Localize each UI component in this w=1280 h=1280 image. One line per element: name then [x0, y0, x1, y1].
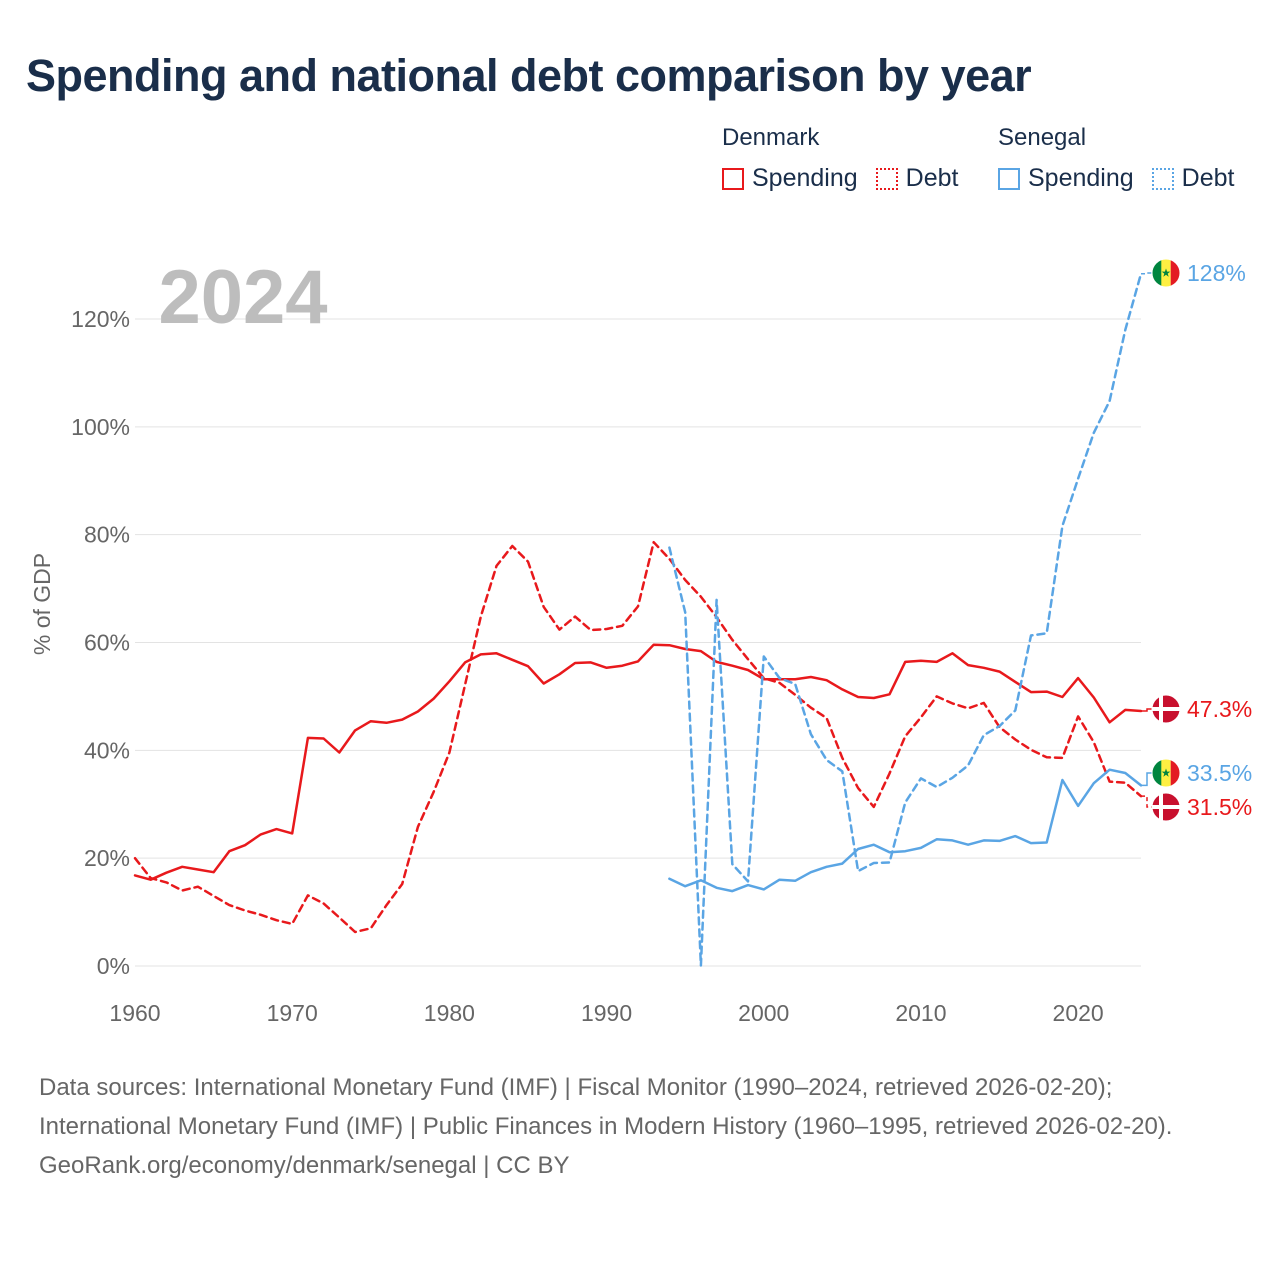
end-value-label: 31.5%	[1187, 794, 1252, 820]
credit-link[interactable]: GeoRank.org/economy/denmark/senegal | CC…	[39, 1152, 570, 1179]
end-labels: 47.3% 31.5% 33.5% 128%	[1141, 258, 1252, 822]
line-chart: 2024 0% 20% 40% 60% 80% 100% 120% 1960 1970 1980…	[29, 255, 1252, 1026]
legend-swatch-dotted	[875, 167, 898, 190]
senegal-flag-icon	[1151, 758, 1181, 788]
legend-country-denmark: Denmark	[722, 124, 820, 151]
end-connector	[1141, 772, 1152, 787]
y-tick-label: 100%	[71, 414, 130, 440]
legend-senegal: Senegal Spending Debt	[998, 124, 1252, 193]
legend-swatch-dotted	[1151, 167, 1174, 190]
legend-label: Spending	[752, 164, 858, 192]
x-tick-label: 1960	[109, 1000, 160, 1026]
footer: Data sources: International Monetary Fun…	[39, 1068, 1239, 1185]
legend-senegal-debt[interactable]: Debt	[1151, 164, 1235, 193]
end-value-label: 47.3%	[1187, 696, 1252, 722]
x-tick-label: 2000	[738, 1000, 789, 1026]
y-tick-label: 80%	[84, 522, 130, 548]
x-tick-label: 1990	[581, 1000, 632, 1026]
series-line-denmark-spending[interactable]	[133, 643, 1143, 881]
page-title: Spending and national debt comparison by…	[26, 50, 1032, 101]
legend-denmark-spending[interactable]: Spending	[722, 164, 858, 193]
legend-denmark: Denmark Spending Debt	[722, 124, 976, 193]
legend-swatch-solid	[998, 167, 1020, 190]
x-axis: 1960 1970 1980 1990 2000 2010 2020	[109, 1000, 1103, 1026]
y-tick-label: 60%	[84, 630, 130, 656]
legend-swatch-solid	[722, 167, 744, 190]
end-value-label: 33.5%	[1187, 760, 1252, 786]
end-connector	[1141, 795, 1152, 808]
denmark-flag-icon	[1151, 792, 1181, 822]
series-line-senegal-spending[interactable]	[668, 768, 1143, 893]
x-tick-label: 1970	[267, 1000, 318, 1026]
grid-lines	[135, 318, 1141, 967]
legend-label: Debt	[1181, 164, 1235, 192]
legend-senegal-spending[interactable]: Spending	[998, 164, 1134, 193]
end-connector	[1141, 708, 1152, 712]
y-tick-label: 20%	[84, 845, 130, 871]
legend-label: Debt	[905, 164, 959, 192]
end-connector	[1141, 272, 1152, 275]
series-line-senegal-debt[interactable]	[668, 272, 1143, 967]
x-tick-label: 2020	[1053, 1000, 1104, 1026]
year-watermark: 2024	[158, 255, 327, 340]
legend-denmark-debt[interactable]: Debt	[875, 164, 959, 193]
denmark-flag-icon	[1151, 694, 1181, 724]
y-tick-label: 0%	[97, 953, 130, 979]
data-sources: Data sources: International Monetary Fun…	[39, 1074, 1173, 1140]
y-axis-label: % of GDP	[29, 553, 55, 655]
legend-country-senegal: Senegal	[998, 124, 1087, 151]
x-tick-label: 2010	[895, 1000, 946, 1026]
y-tick-label: 40%	[84, 737, 130, 763]
senegal-flag-icon	[1151, 258, 1181, 288]
series-layer	[133, 272, 1143, 967]
x-tick-label: 1980	[424, 1000, 475, 1026]
end-value-label: 128%	[1187, 260, 1246, 286]
series-line-denmark-debt[interactable]	[133, 540, 1143, 934]
legend-label: Spending	[1028, 164, 1134, 192]
y-tick-label: 120%	[71, 306, 130, 332]
y-axis: 0% 20% 40% 60% 80% 100% 120%	[71, 306, 130, 979]
